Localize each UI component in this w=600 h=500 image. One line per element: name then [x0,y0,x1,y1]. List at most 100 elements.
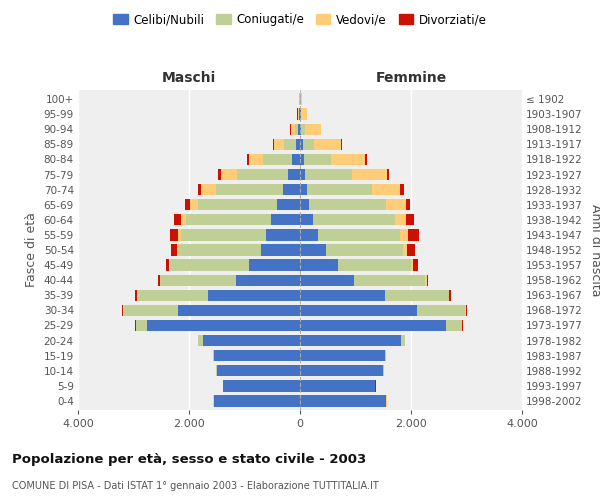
Bar [407,229,419,240]
Text: Popolazione per età, sesso e stato civile - 2003: Popolazione per età, sesso e stato civil… [12,452,366,466]
Bar [221,169,237,180]
Bar [303,138,314,150]
Bar [300,260,338,271]
Bar [137,290,208,301]
Bar [198,184,201,196]
Bar [215,184,283,196]
Bar [300,169,305,180]
Bar [365,154,367,165]
Bar [416,304,466,316]
Bar [247,154,249,165]
Bar [326,244,403,256]
Bar [385,290,449,301]
Bar [355,274,425,286]
Bar [307,184,372,196]
Bar [166,260,169,271]
Bar [201,184,215,196]
Bar [148,320,300,331]
Bar [160,274,236,286]
Bar [372,184,400,196]
Bar [283,184,300,196]
Bar [292,154,300,165]
Bar [266,229,300,240]
Bar [411,260,413,271]
Y-axis label: Anni di nascita: Anni di nascita [589,204,600,296]
Bar [218,169,221,180]
Bar [217,365,300,376]
Bar [178,304,300,316]
Bar [136,320,148,331]
Bar [300,290,385,301]
Bar [158,274,160,286]
Bar [198,199,277,210]
Bar [170,260,249,271]
Bar [236,274,300,286]
Bar [341,138,342,150]
Bar [124,304,178,316]
Bar [462,320,463,331]
Bar [284,138,296,150]
Bar [305,169,352,180]
Bar [400,229,407,240]
Bar [403,244,407,256]
Bar [304,154,331,165]
Text: Femmine: Femmine [376,72,446,86]
Bar [300,199,310,210]
Bar [122,304,123,316]
Bar [300,184,307,196]
Bar [288,169,300,180]
Bar [170,229,178,240]
Bar [300,214,313,226]
Bar [178,229,181,240]
Bar [223,380,300,392]
Bar [310,199,386,210]
Bar [208,290,300,301]
Bar [305,124,321,135]
Bar [300,335,401,346]
Bar [271,214,300,226]
Text: COMUNE DI PISA - Dati ISTAT 1° gennaio 2003 - Elaborazione TUTTITALIA.IT: COMUNE DI PISA - Dati ISTAT 1° gennaio 2… [12,481,379,491]
Bar [298,108,299,120]
Bar [300,365,383,376]
Bar [406,214,415,226]
Bar [300,244,326,256]
Bar [407,244,415,256]
Bar [338,260,411,271]
Bar [413,260,418,271]
Bar [199,335,203,346]
Bar [237,169,288,180]
Bar [300,304,416,316]
Legend: Celibi/Nubili, Coniugati/e, Vedovi/e, Divorziati/e: Celibi/Nubili, Coniugati/e, Vedovi/e, Di… [109,8,491,31]
Bar [319,229,400,240]
Bar [300,380,375,392]
Bar [214,396,300,406]
Bar [263,154,292,165]
Bar [401,335,405,346]
Bar [300,124,301,135]
Bar [385,350,386,362]
Bar [214,350,300,362]
Bar [298,124,300,135]
Bar [136,290,137,301]
Bar [386,199,406,210]
Bar [296,138,300,150]
Bar [331,154,365,165]
Bar [174,214,181,226]
Bar [301,124,305,135]
Bar [300,320,446,331]
Bar [277,199,300,210]
Bar [449,290,451,301]
Bar [425,274,427,286]
Bar [313,214,395,226]
Bar [179,244,260,256]
Bar [135,320,136,331]
Bar [400,184,404,196]
Bar [300,350,385,362]
Bar [300,396,386,406]
Bar [314,138,341,150]
Bar [185,199,190,210]
Y-axis label: Fasce di età: Fasce di età [25,212,38,288]
Bar [386,169,389,180]
Bar [300,274,355,286]
Bar [466,304,467,316]
